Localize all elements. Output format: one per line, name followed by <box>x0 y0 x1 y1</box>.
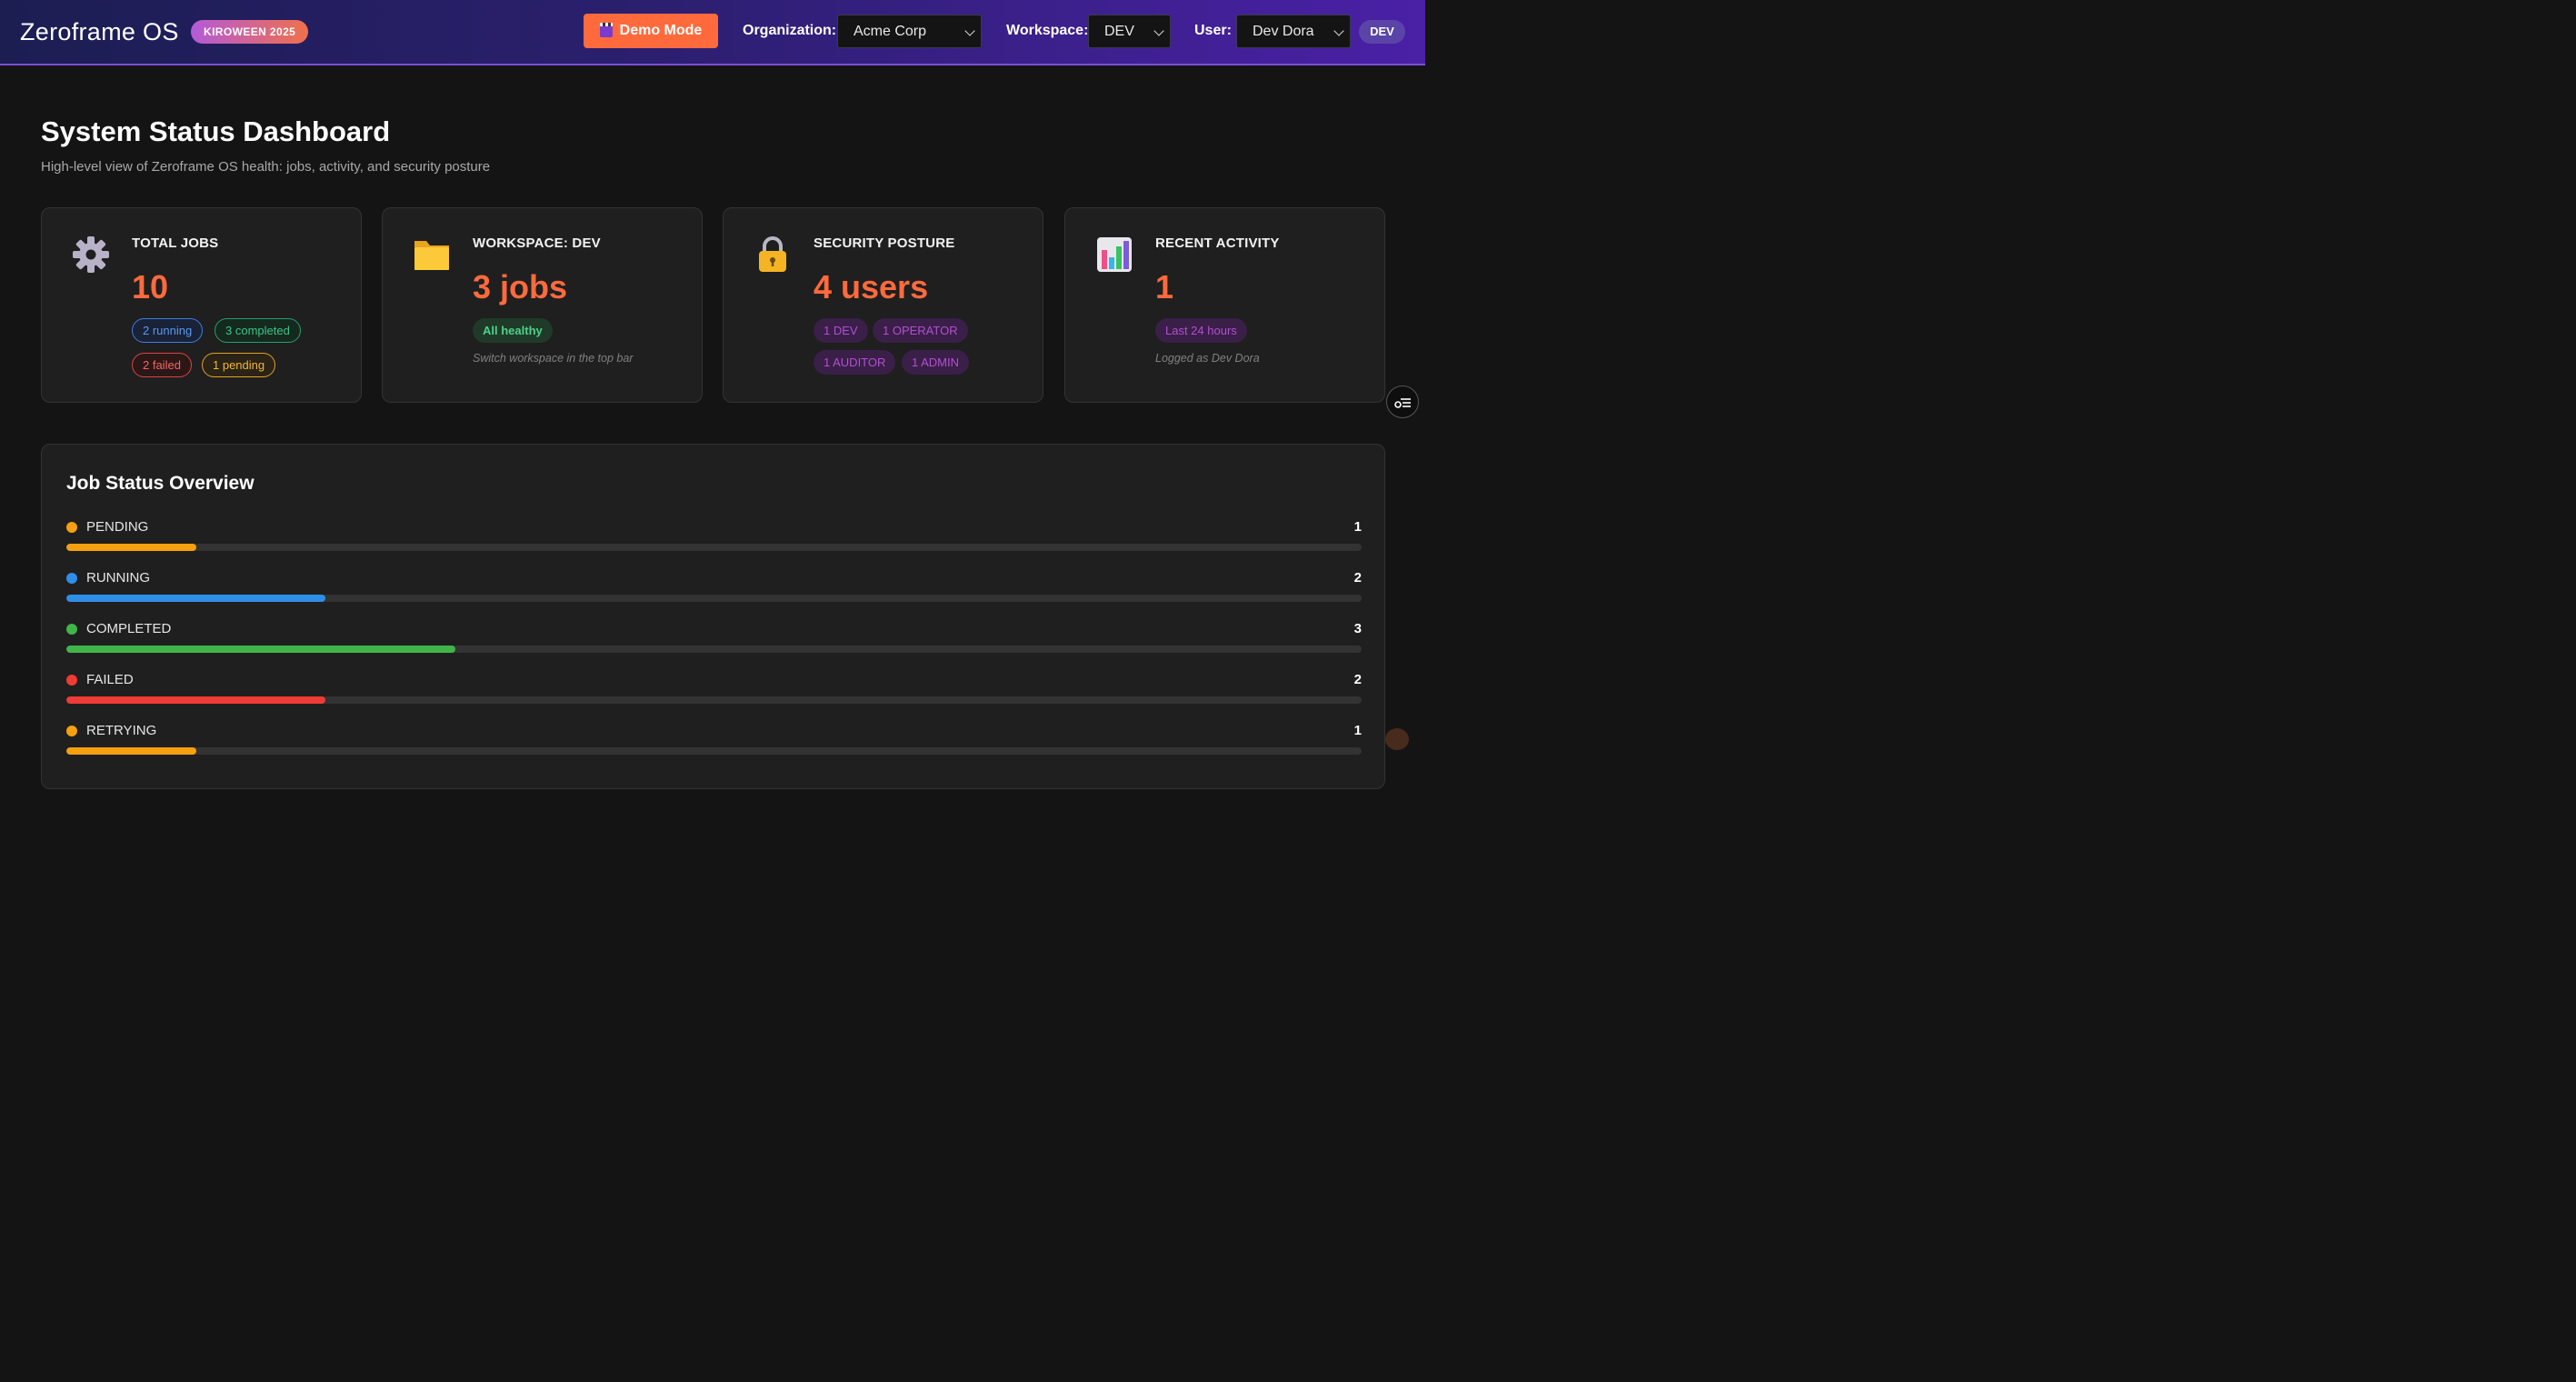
folder-icon <box>414 241 449 270</box>
chevron-down-icon <box>1153 25 1164 36</box>
status-progress-fill <box>66 595 325 602</box>
user-select-value: Dev Dora <box>1253 24 1314 39</box>
brand-title: Zeroframe OS <box>20 18 179 45</box>
status-dot <box>66 675 77 686</box>
status-name: RETRYING <box>86 723 157 738</box>
workspace-label: Workspace: <box>1006 23 1089 38</box>
event-badge: KIROWEEN 2025 <box>191 20 309 44</box>
status-row-running: RUNNING 2 <box>66 569 1362 606</box>
status-dot <box>66 624 77 635</box>
card-value: 10 <box>132 268 169 305</box>
status-progress-track <box>66 696 1362 704</box>
chevron-down-icon <box>1333 25 1344 36</box>
status-count: 2 <box>1353 570 1362 586</box>
status-name: RUNNING <box>86 570 150 586</box>
status-progress-track <box>66 747 1362 755</box>
card-title: RECENT ACTIVITY <box>1155 235 1280 251</box>
organization-label: Organization: <box>743 23 837 38</box>
user-select[interactable]: Dev Dora <box>1236 15 1351 48</box>
role-chip-dev: 1 DEV <box>814 318 868 343</box>
status-name: FAILED <box>86 672 134 687</box>
toggle-list-icon <box>1394 398 1411 408</box>
role-chip-operator: 1 OPERATOR <box>873 318 968 343</box>
status-count: 2 <box>1353 672 1362 687</box>
activity-card: RECENT ACTIVITY 1 Last 24 hours Logged a… <box>1064 207 1385 403</box>
lock-icon <box>759 236 786 272</box>
bar-chart-icon <box>1097 237 1132 272</box>
pending-chip: 1 pending <box>202 353 276 377</box>
workspace-select[interactable]: DEV <box>1088 15 1171 48</box>
workspace-select-value: DEV <box>1104 24 1134 39</box>
failed-chip: 2 failed <box>132 353 192 377</box>
status-dot <box>66 522 77 533</box>
status-row-retrying: RETRYING 1 <box>66 722 1362 758</box>
demo-mode-button[interactable]: Demo Mode <box>584 14 718 48</box>
status-progress-track <box>66 646 1362 653</box>
status-name: PENDING <box>86 519 149 535</box>
status-progress-track <box>66 595 1362 602</box>
status-row-failed: FAILED 2 <box>66 671 1362 707</box>
pumpkin-icon <box>1385 728 1409 750</box>
role-chip-auditor: 1 AUDITOR <box>814 350 896 375</box>
card-note: Logged as Dev Dora <box>1155 352 1260 365</box>
status-row-pending: PENDING 1 <box>66 518 1362 555</box>
gear-icon <box>73 236 109 273</box>
status-progress-fill <box>66 747 196 755</box>
role-chip-admin: 1 ADMIN <box>902 350 970 375</box>
status-progress-fill <box>66 544 196 551</box>
total-jobs-card: TOTAL JOBS 10 2 running 3 completed 2 fa… <box>41 207 362 403</box>
job-status-overview-panel: Job Status Overview PENDING 1 RUNNING 2 COMP… <box>41 444 1385 789</box>
status-progress-track <box>66 544 1362 551</box>
timeframe-chip: Last 24 hours <box>1155 318 1247 343</box>
chevron-down-icon <box>964 25 975 36</box>
health-chip: All healthy <box>473 318 553 343</box>
page-subtitle: High-level view of Zeroframe OS health: … <box>41 159 491 175</box>
role-badge: DEV <box>1359 20 1405 44</box>
organization-select-value: Acme Corp <box>854 24 927 39</box>
panel-title: Job Status Overview <box>66 473 255 494</box>
floating-menu-button[interactable] <box>1386 386 1419 418</box>
user-label: User: <box>1194 23 1232 38</box>
workspace-card: WORKSPACE: DEV 3 jobs All healthy Switch… <box>382 207 703 403</box>
status-row-completed: COMPLETED 3 <box>66 620 1362 656</box>
card-value: 3 jobs <box>473 268 568 305</box>
demo-mode-label: Demo Mode <box>619 23 703 38</box>
clapperboard-icon <box>599 22 613 37</box>
card-value: 4 users <box>814 268 929 305</box>
completed-chip: 3 completed <box>215 318 301 343</box>
status-name: COMPLETED <box>86 621 172 636</box>
top-bar: Zeroframe OS KIROWEEN 2025 Demo Mode Org… <box>0 0 1425 65</box>
running-chip: 2 running <box>132 318 204 343</box>
status-count: 1 <box>1353 723 1362 738</box>
status-dot <box>66 726 77 736</box>
card-title: WORKSPACE: DEV <box>473 235 601 251</box>
card-note: Switch workspace in the top bar <box>473 352 634 365</box>
status-count: 3 <box>1353 621 1362 636</box>
organization-select[interactable]: Acme Corp <box>837 15 982 48</box>
status-progress-fill <box>66 696 325 704</box>
card-value: 1 <box>1155 268 1174 305</box>
status-progress-fill <box>66 646 455 653</box>
card-title: SECURITY POSTURE <box>814 235 955 251</box>
card-title: TOTAL JOBS <box>132 235 219 251</box>
status-count: 1 <box>1353 519 1362 535</box>
status-dot <box>66 573 77 584</box>
page-title: System Status Dashboard <box>41 115 391 147</box>
security-card: SECURITY POSTURE 4 users 1 DEV 1 OPERATO… <box>723 207 1043 403</box>
